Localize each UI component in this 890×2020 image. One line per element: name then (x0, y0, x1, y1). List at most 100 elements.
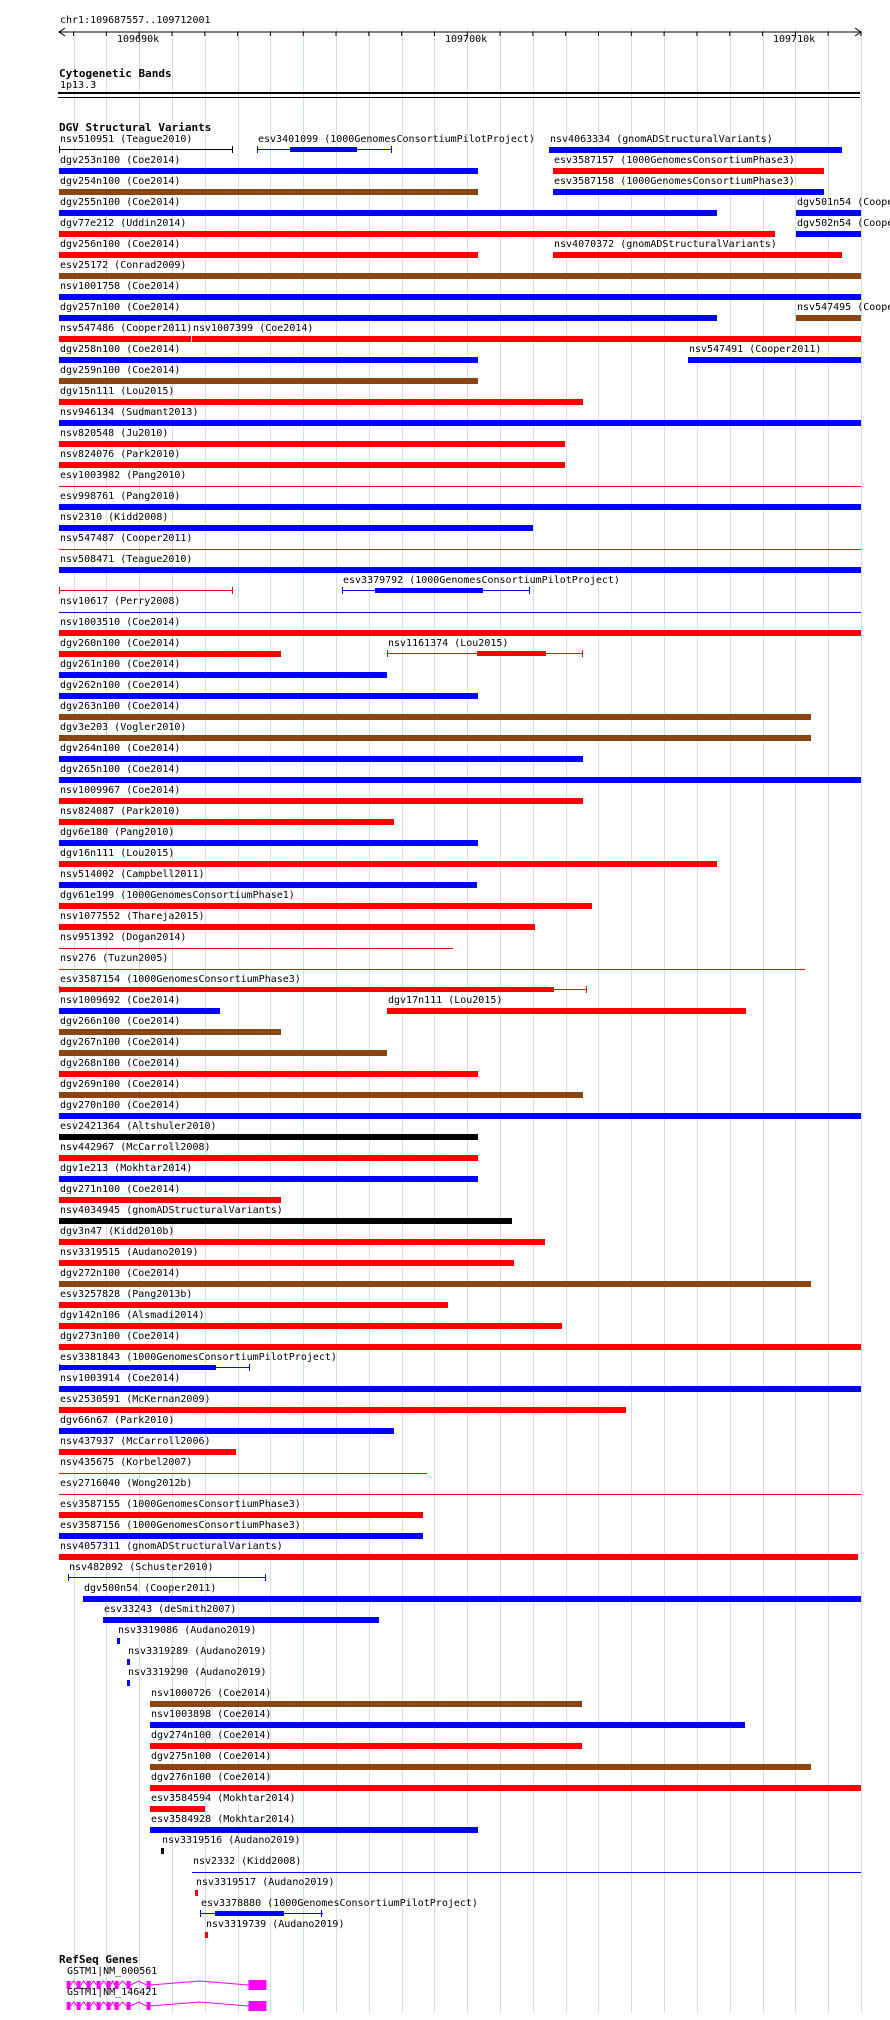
variant-label[interactable]: dgv272n100 (Coe2014) (60, 1268, 181, 1279)
variant-bar[interactable] (59, 714, 811, 720)
variant-bar[interactable] (103, 1617, 379, 1623)
variant-bar[interactable] (59, 1512, 423, 1518)
variant-label[interactable]: nsv1003898 (Coe2014) (151, 1709, 272, 1720)
variant-mark[interactable] (205, 1932, 208, 1938)
variant-bar[interactable] (59, 210, 717, 216)
variant-bar[interactable] (83, 1596, 861, 1602)
variant-core[interactable] (375, 588, 483, 593)
variant-end-tick[interactable] (232, 587, 233, 594)
variant-label[interactable]: dgv6e180 (Pang2010) (60, 827, 175, 838)
gene-label[interactable]: GSTM1|NM_000561 (67, 1966, 158, 1977)
variant-line[interactable] (59, 1473, 427, 1474)
variant-bar[interactable] (553, 168, 824, 174)
variant-label[interactable]: dgv257n100 (Coe2014) (60, 302, 181, 313)
variant-label[interactable]: nsv514002 (Campbell2011) (60, 869, 205, 880)
variant-bar[interactable] (150, 1743, 582, 1749)
variant-label[interactable]: esv998761 (Pang2010) (60, 491, 181, 502)
variant-label[interactable]: dgv501n54 (Cooper2011) (797, 197, 890, 208)
variant-bar[interactable] (59, 798, 583, 804)
variant-bar[interactable] (59, 777, 861, 783)
variant-label[interactable]: nsv3319086 (Audano2019) (118, 1625, 257, 1636)
variant-label[interactable]: nsv1161374 (Lou2015) (388, 638, 509, 649)
variant-end-tick[interactable] (586, 986, 587, 993)
variant-line[interactable] (59, 486, 861, 487)
variant-label[interactable]: dgv256n100 (Coe2014) (60, 239, 181, 250)
variant-label[interactable]: esv3587156 (1000GenomesConsortiumPhase3) (60, 1520, 301, 1531)
variant-label[interactable]: dgv16n111 (Lou2015) (60, 848, 175, 859)
variant-label[interactable]: nsv3319515 (Audano2019) (60, 1247, 199, 1258)
gene-label[interactable]: GSTM1|NM_146421 (67, 1987, 158, 1998)
variant-label[interactable]: esv2530591 (McKernan2009) (60, 1394, 211, 1405)
variant-bar[interactable] (150, 1785, 861, 1791)
variant-end-tick[interactable] (59, 587, 60, 594)
variant-label[interactable]: nsv1009692 (Coe2014) (60, 995, 181, 1006)
variant-bar[interactable] (549, 147, 842, 153)
gene-model[interactable] (0, 1978, 890, 1992)
variant-core[interactable] (59, 987, 554, 992)
variant-line[interactable] (59, 969, 805, 970)
variant-end-tick[interactable] (232, 146, 233, 153)
variant-bar[interactable] (59, 1071, 478, 1077)
variant-bar[interactable] (59, 1302, 448, 1308)
variant-bar[interactable] (59, 756, 583, 762)
variant-label[interactable]: dgv1e213 (Mokhtar2014) (60, 1163, 193, 1174)
variant-bar[interactable] (150, 1827, 478, 1833)
variant-bar[interactable] (59, 504, 861, 510)
variant-label[interactable]: esv3587155 (1000GenomesConsortiumPhase3) (60, 1499, 301, 1510)
variant-label[interactable]: nsv547495 (Cooper2011) (797, 302, 890, 313)
variant-bar[interactable] (796, 231, 861, 237)
variant-line[interactable] (59, 612, 861, 613)
variant-label[interactable]: nsv1003914 (Coe2014) (60, 1373, 181, 1384)
variant-label[interactable]: dgv261n100 (Coe2014) (60, 659, 181, 670)
variant-end-tick[interactable] (265, 1574, 266, 1581)
variant-bar[interactable] (59, 1344, 861, 1350)
variant-label[interactable]: dgv273n100 (Coe2014) (60, 1331, 181, 1342)
variant-bar[interactable] (59, 1155, 478, 1161)
variant-label[interactable]: nsv951392 (Dogan2014) (60, 932, 187, 943)
variant-label[interactable]: esv3584594 (Mokhtar2014) (151, 1793, 296, 1804)
variant-bar[interactable] (59, 336, 191, 342)
variant-bar[interactable] (59, 399, 583, 405)
variant-line[interactable] (59, 149, 233, 150)
variant-label[interactable]: nsv547491 (Cooper2011) (689, 344, 822, 355)
variant-label[interactable]: dgv258n100 (Coe2014) (60, 344, 181, 355)
variant-bar[interactable] (59, 861, 717, 867)
variant-label[interactable]: dgv255n100 (Coe2014) (60, 197, 181, 208)
variant-label[interactable]: nsv437937 (McCarroll2006) (60, 1436, 211, 1447)
variant-bar[interactable] (150, 1701, 582, 1707)
variant-bar[interactable] (688, 357, 861, 363)
variant-label[interactable]: nsv3319289 (Audano2019) (128, 1646, 267, 1657)
variant-line[interactable] (59, 549, 861, 550)
variant-label[interactable]: esv3401099 (1000GenomesConsortiumPilotPr… (258, 134, 535, 145)
variant-bar[interactable] (59, 630, 861, 636)
variant-bar[interactable] (59, 1050, 387, 1056)
variant-label[interactable]: nsv10617 (Perry2008) (60, 596, 181, 607)
variant-label[interactable]: nsv1001758 (Coe2014) (60, 281, 181, 292)
variant-mark[interactable] (127, 1659, 130, 1665)
variant-label[interactable]: nsv824087 (Park2010) (60, 806, 181, 817)
variant-bar[interactable] (59, 1386, 861, 1392)
variant-label[interactable]: esv3587157 (1000GenomesConsortiumPhase3) (554, 155, 795, 166)
variant-bar[interactable] (59, 924, 535, 930)
variant-bar[interactable] (59, 357, 478, 363)
variant-bar[interactable] (150, 1806, 205, 1812)
variant-bar[interactable] (59, 1197, 281, 1203)
variant-label[interactable]: nsv508471 (Teague2010) (60, 554, 193, 565)
variant-label[interactable]: dgv77e212 (Uddin2014) (60, 218, 187, 229)
variant-label[interactable]: dgv265n100 (Coe2014) (60, 764, 181, 775)
variant-label[interactable]: esv3587158 (1000GenomesConsortiumPhase3) (554, 176, 795, 187)
variant-bar[interactable] (59, 1428, 394, 1434)
variant-bar[interactable] (59, 168, 478, 174)
variant-label[interactable]: nsv547486 (Cooper2011) (60, 323, 193, 334)
variant-label[interactable]: esv3584928 (Mokhtar2014) (151, 1814, 296, 1825)
variant-core[interactable] (290, 147, 357, 152)
variant-label[interactable]: nsv3319517 (Audano2019) (196, 1877, 335, 1888)
variant-label[interactable]: dgv274n100 (Coe2014) (151, 1730, 272, 1741)
variant-bar[interactable] (553, 252, 842, 258)
variant-label[interactable]: nsv435675 (Korbel2007) (60, 1457, 193, 1468)
variant-bar[interactable] (59, 462, 565, 468)
gene-model[interactable] (0, 1999, 890, 2013)
variant-bar[interactable] (59, 273, 861, 279)
variant-label[interactable]: dgv17n111 (Lou2015) (388, 995, 503, 1006)
variant-label[interactable]: dgv3n47 (Kidd2010b) (60, 1226, 175, 1237)
